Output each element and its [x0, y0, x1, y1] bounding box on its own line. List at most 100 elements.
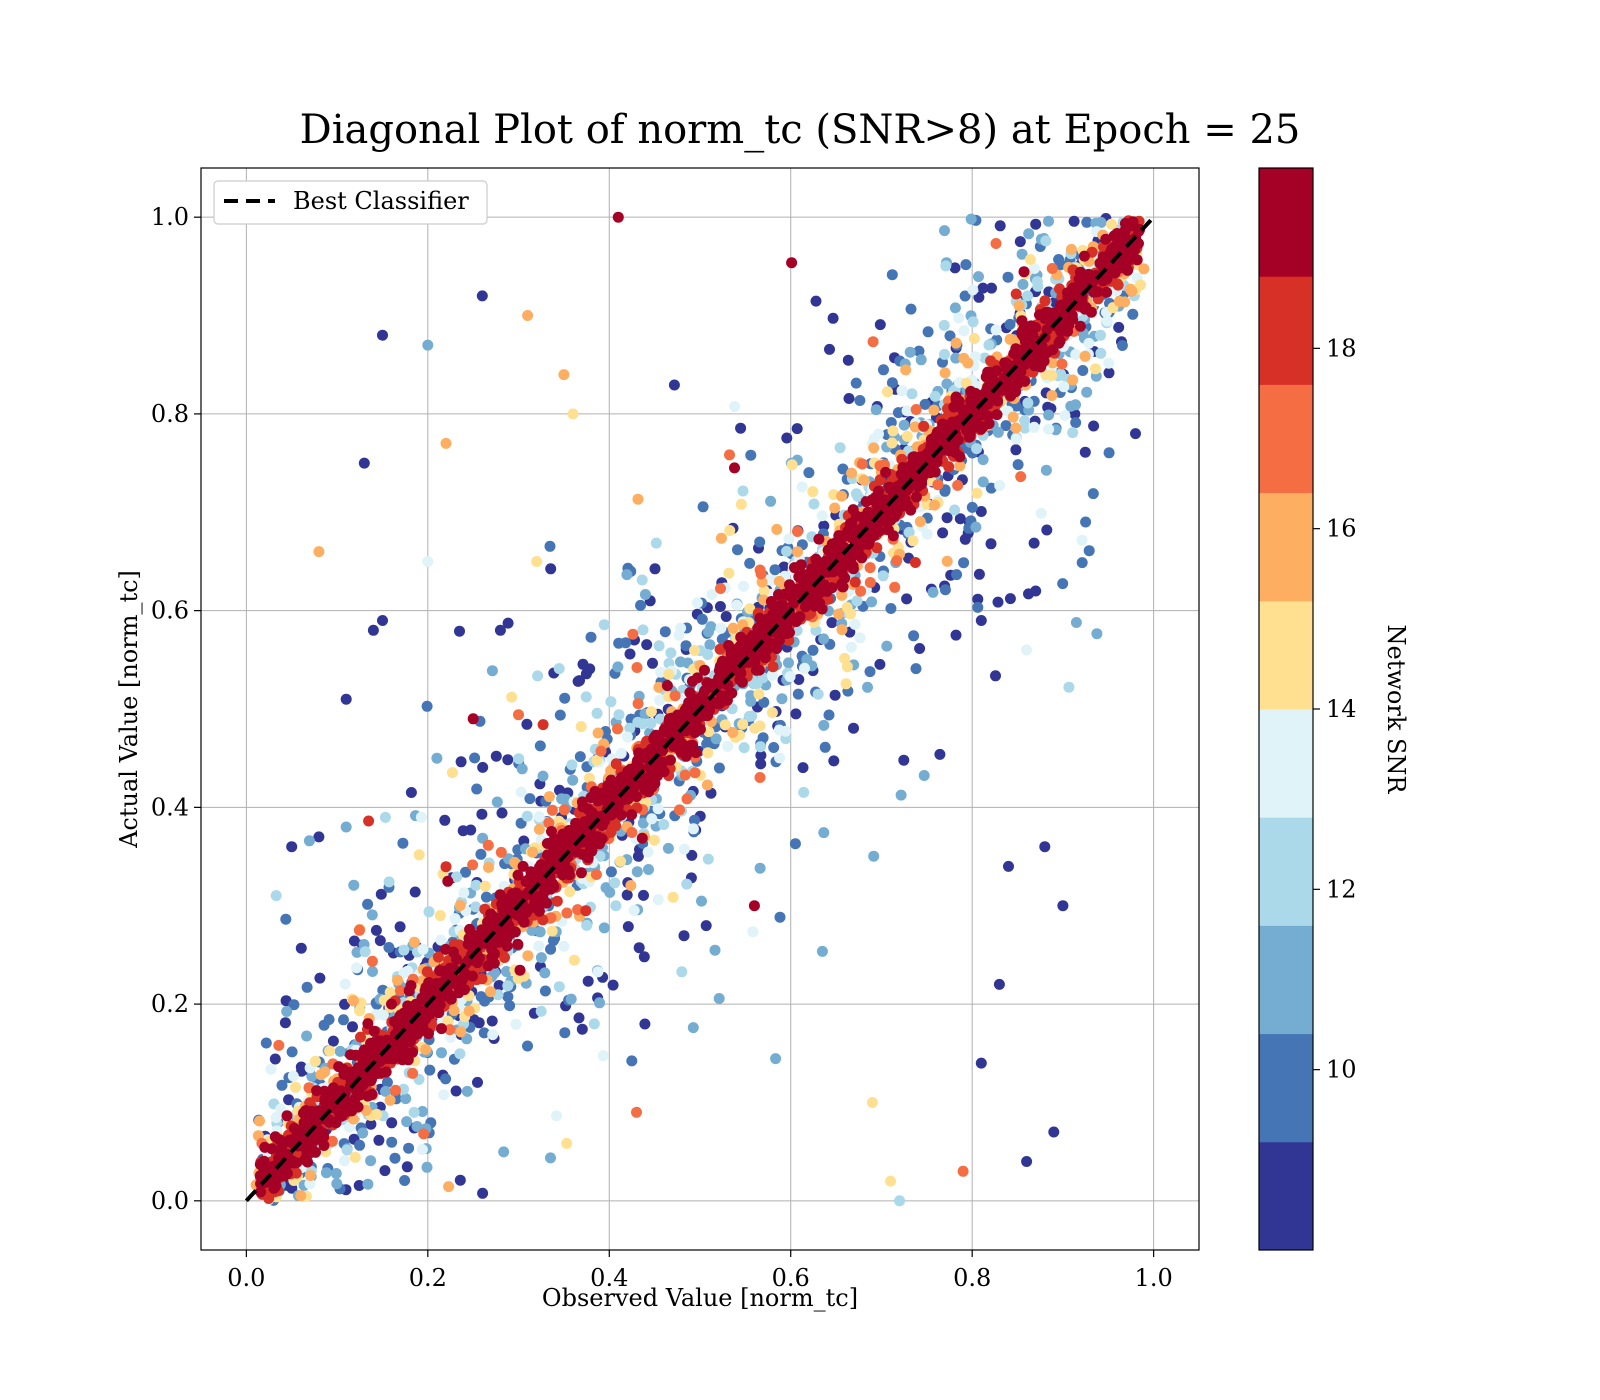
scatter-point — [818, 719, 830, 731]
scatter-point — [889, 581, 901, 593]
scatter-point — [547, 935, 559, 947]
scatter-point — [866, 494, 878, 506]
scatter-point — [496, 807, 508, 819]
scatter-point — [828, 755, 840, 767]
scatter-point — [710, 733, 722, 745]
scatter-point — [517, 860, 529, 872]
scatter-point — [737, 485, 749, 497]
scatter-point — [527, 846, 539, 858]
scatter-point — [628, 904, 640, 916]
scatter-point — [447, 946, 459, 958]
scatter-point — [491, 796, 503, 808]
scatter-point — [664, 713, 675, 725]
scatter-point — [574, 675, 585, 687]
scatter-point — [477, 1187, 489, 1199]
scatter-point — [798, 786, 810, 798]
scatter-point — [559, 692, 571, 704]
scatter-point — [318, 1127, 329, 1139]
scatter-point — [645, 706, 657, 718]
scatter-point — [357, 1127, 369, 1139]
scatter-point — [696, 613, 708, 625]
scatter-point — [1054, 335, 1066, 347]
scatter-point — [792, 526, 803, 537]
scatter-point — [546, 826, 557, 837]
scatter-point — [918, 770, 930, 781]
scatter-point — [901, 593, 913, 605]
scatter-point — [561, 1137, 573, 1149]
scatter-point — [607, 979, 619, 991]
scatter-point — [932, 479, 944, 491]
scatter-point — [613, 637, 625, 649]
scatter-point — [1021, 1156, 1033, 1167]
scatter-point — [281, 1006, 293, 1017]
scatter-point — [567, 408, 579, 420]
scatter-point — [927, 586, 939, 598]
scatter-point — [829, 502, 841, 514]
scatter-point — [580, 905, 592, 917]
scatter-point — [615, 855, 626, 867]
scatter-point — [398, 944, 410, 956]
scatter-point — [572, 904, 584, 916]
scatter-point — [993, 978, 1005, 990]
scatter-point — [633, 942, 645, 954]
scatter-point — [944, 330, 956, 342]
scatter-point — [649, 563, 661, 575]
scatter-point — [324, 1045, 336, 1057]
scatter-point — [823, 709, 835, 721]
scatter-point — [304, 1170, 316, 1181]
scatter-point — [990, 238, 1002, 249]
scatter-point — [1010, 444, 1022, 456]
scatter-point — [792, 546, 803, 558]
scatter-point — [767, 661, 779, 673]
scatter-point — [1113, 321, 1125, 333]
scatter-point — [522, 1040, 533, 1052]
scatter-point — [713, 762, 725, 774]
scatter-point — [1014, 236, 1026, 248]
scatter-point — [910, 663, 922, 675]
scatter-point — [480, 891, 492, 903]
scatter-point — [605, 696, 617, 708]
scatter-point — [894, 1195, 906, 1207]
scatter-point — [577, 801, 589, 813]
scatter-point — [281, 1110, 293, 1122]
scatter-point — [442, 875, 454, 887]
scatter-point — [887, 530, 899, 542]
scatter-point — [841, 602, 853, 613]
scatter-point — [319, 1066, 331, 1078]
scatter-point — [1028, 263, 1040, 274]
scatter-point — [386, 1136, 398, 1148]
scatter-point — [868, 850, 880, 862]
scatter-point — [678, 930, 690, 942]
scatter-point — [835, 566, 847, 578]
scatter-point — [446, 767, 458, 779]
scatter-point — [567, 774, 579, 786]
scatter-point — [362, 1178, 374, 1190]
scatter-point — [784, 671, 796, 683]
scatter-point — [846, 467, 858, 479]
scatter-point — [451, 871, 462, 883]
scatter-point — [1016, 315, 1028, 327]
scatter-point — [415, 811, 427, 823]
scatter-point — [334, 1045, 346, 1057]
scatter-point — [949, 302, 961, 314]
scatter-point — [754, 536, 766, 548]
scatter-point — [554, 784, 565, 796]
scatter-point — [470, 879, 482, 891]
scatter-point — [657, 756, 669, 768]
scatter-point — [909, 557, 921, 568]
scatter-point — [366, 955, 378, 967]
scatter-point — [754, 720, 766, 732]
scatter-point — [645, 717, 657, 729]
scatter-point — [882, 386, 893, 398]
scatter-point — [766, 669, 778, 681]
scatter-point — [359, 946, 371, 958]
scatter-point — [377, 615, 388, 626]
scatter-point — [420, 1044, 432, 1055]
scatter-point — [273, 1039, 285, 1051]
scatter-point — [783, 657, 794, 669]
scatter-point — [498, 1146, 510, 1158]
scatter-point — [1067, 374, 1079, 386]
scatter-point — [471, 783, 483, 795]
scatter-point — [408, 936, 420, 948]
scatter-point — [417, 943, 429, 955]
